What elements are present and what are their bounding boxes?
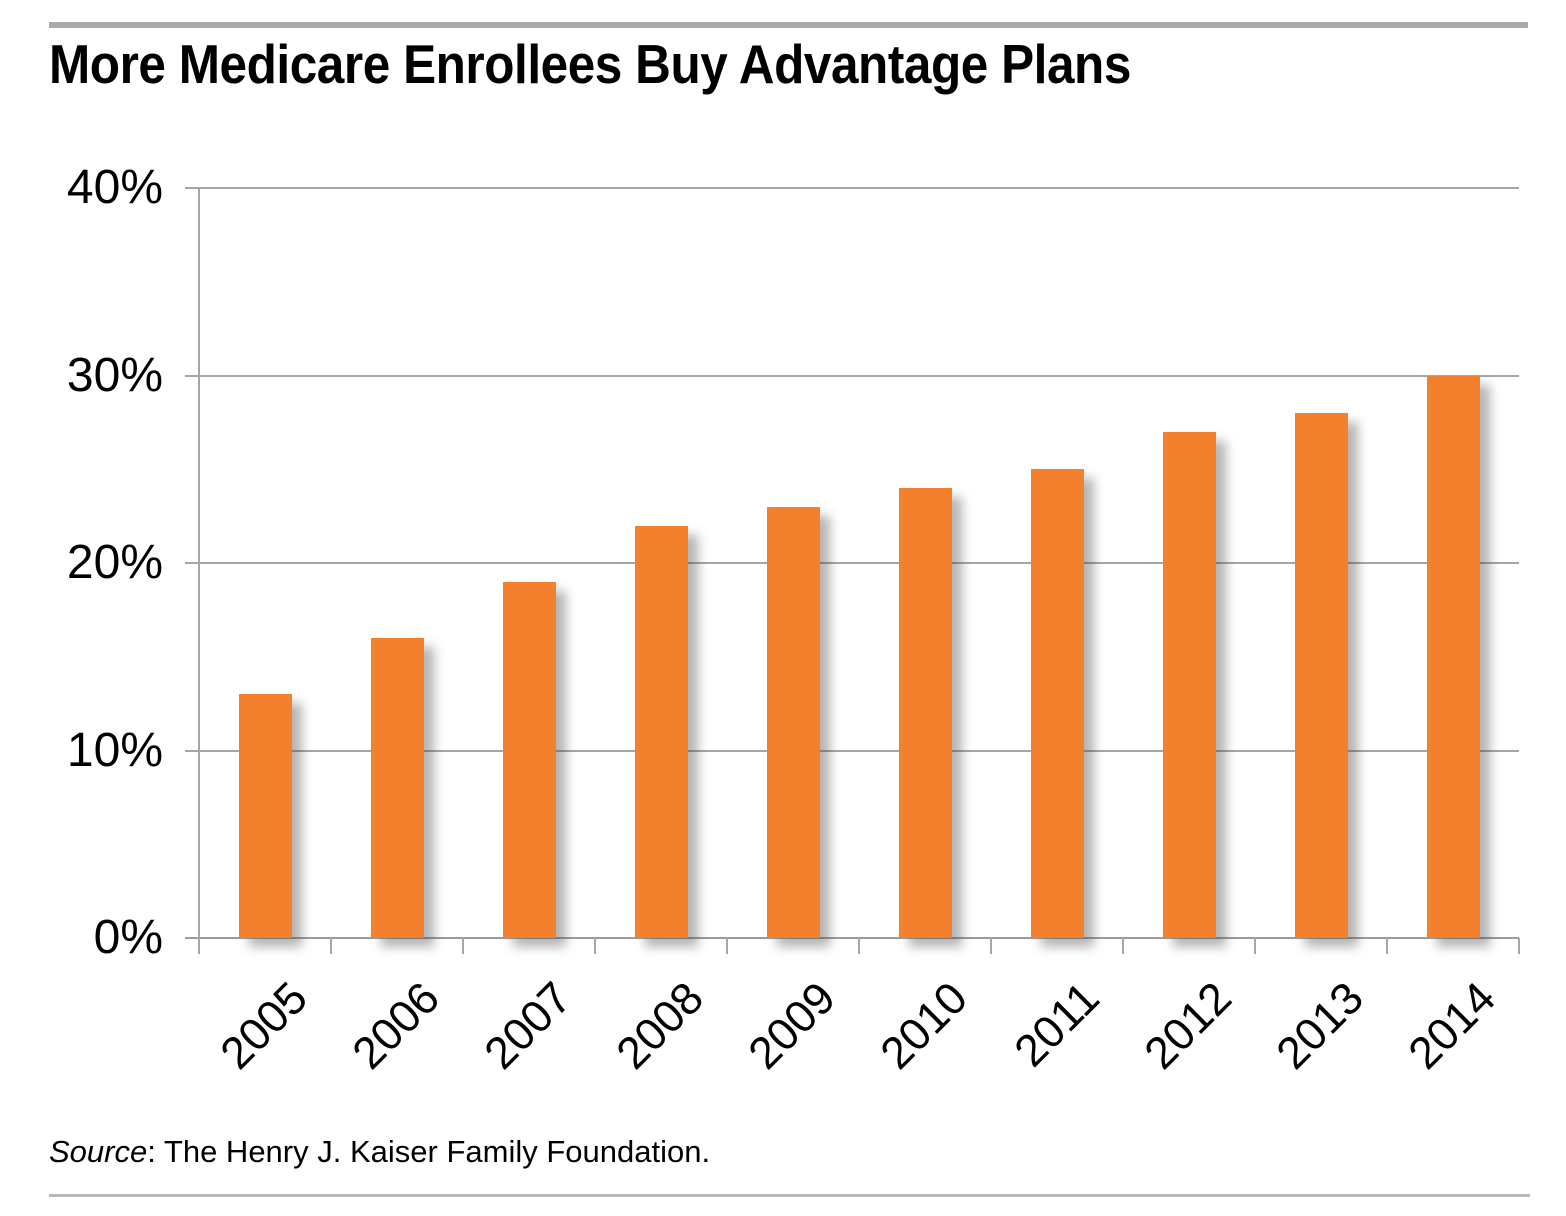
y-tick-label-40: 40%: [66, 161, 163, 214]
gridline-10: [185, 749, 1519, 752]
bar-2007: [502, 581, 556, 938]
x-tick-label-2014: 2014: [1398, 971, 1505, 1079]
x-tick-label-2009: 2009: [738, 971, 845, 1079]
x-tick-label-2005: 2005: [210, 971, 317, 1079]
source-note-text: : The Henry J. Kaiser Family Foundation.: [147, 1134, 711, 1169]
source-note: Source: The Henry J. Kaiser Family Found…: [49, 1134, 710, 1170]
bar-2011: [1030, 469, 1084, 938]
gridline-30: [185, 374, 1519, 377]
gridline-20: [185, 562, 1519, 564]
top-rule: [49, 22, 1528, 28]
bar-2012: [1162, 431, 1216, 938]
x-axis-tick: [462, 938, 464, 954]
x-tick-label-2011: 2011: [1004, 971, 1109, 1077]
x-axis-tick: [594, 938, 596, 954]
x-axis-tick: [1386, 938, 1388, 954]
x-tick-label-2010: 2010: [870, 971, 977, 1079]
x-axis-tick: [858, 938, 860, 954]
y-tick-label-30: 30%: [66, 348, 163, 402]
x-axis-tick: [990, 938, 992, 954]
y-tick-label-0: 0%: [93, 911, 163, 964]
bar-2010: [898, 488, 952, 938]
y-axis-line: [198, 188, 200, 938]
x-axis-tick: [198, 938, 200, 954]
x-axis-tick: [1518, 938, 1520, 954]
x-tick-label-2013: 2013: [1266, 971, 1373, 1079]
x-axis-tick: [1122, 938, 1124, 954]
gridline-0: [185, 937, 1519, 939]
bottom-rule: [49, 1194, 1530, 1197]
x-tick-label-2006: 2006: [342, 971, 449, 1079]
bar-2008: [634, 525, 688, 938]
x-axis-tick: [330, 938, 332, 954]
bar-2013: [1294, 413, 1348, 938]
source-note-prefix: Source: [49, 1134, 148, 1169]
x-tick-label-2012: 2012: [1134, 971, 1241, 1079]
x-axis-tick: [1254, 938, 1256, 954]
bar-2005: [238, 694, 292, 938]
gridline-40: [185, 187, 1519, 189]
x-tick-label-2007: 2007: [474, 971, 581, 1079]
x-axis-tick: [726, 938, 728, 954]
chart-title: More Medicare Enrollees Buy Advantage Pl…: [49, 33, 1131, 95]
bar-2014: [1426, 375, 1480, 938]
bar-2006: [370, 638, 424, 938]
bar-2009: [766, 506, 820, 938]
x-tick-label-2008: 2008: [606, 971, 713, 1079]
y-tick-label-10: 10%: [66, 723, 163, 777]
y-tick-label-20: 20%: [66, 536, 163, 589]
